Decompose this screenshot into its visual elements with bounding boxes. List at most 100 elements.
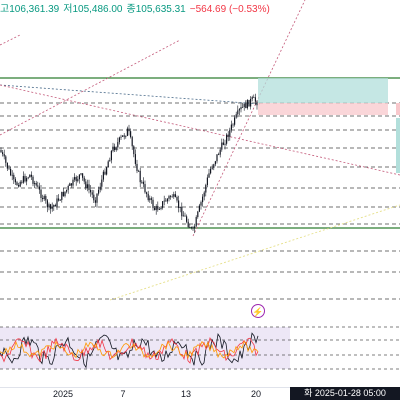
- candle-body: [141, 181, 143, 183]
- candle-body: [157, 206, 159, 210]
- candle-body: [195, 217, 197, 227]
- candle-body: [235, 114, 237, 118]
- trend-line[interactable]: [0, 84, 261, 105]
- candle-body: [226, 134, 228, 144]
- trend-line[interactable]: [109, 204, 400, 301]
- candle-body: [43, 196, 45, 200]
- candle-body: [66, 189, 68, 192]
- candle-body: [93, 194, 95, 201]
- candle-body: [144, 184, 146, 193]
- candle-body: [174, 194, 176, 198]
- candle-body: [83, 177, 85, 182]
- candle-body: [35, 183, 37, 186]
- candle-body: [69, 183, 71, 186]
- candle-body: [59, 199, 61, 201]
- candle-body: [122, 135, 124, 137]
- candle-body: [86, 184, 88, 188]
- candle-body: [3, 154, 5, 157]
- candle-body: [91, 192, 93, 195]
- candle-body: [163, 200, 165, 202]
- candle-body: [130, 131, 132, 138]
- candle-body: [160, 207, 162, 210]
- candle-body: [99, 186, 101, 190]
- crosshair-time-label: 화 2025-01-28 05:00: [290, 387, 400, 400]
- candle-body: [254, 97, 256, 102]
- candle-body: [125, 135, 127, 137]
- candle-body: [98, 189, 100, 194]
- price-chart[interactable]: [0, 0, 400, 387]
- candle-body: [242, 107, 244, 108]
- time-tick: 13: [180, 389, 192, 399]
- candle-body: [53, 205, 55, 207]
- candles: [0, 93, 258, 234]
- candle-body: [37, 185, 39, 187]
- candle-body: [178, 200, 180, 208]
- candle-body: [104, 171, 106, 175]
- lightning-icon[interactable]: ⚡: [251, 304, 265, 318]
- candle-body: [64, 191, 66, 197]
- trend-line[interactable]: [192, 0, 306, 237]
- oscillator-lines: [0, 332, 259, 369]
- candle-body: [6, 162, 8, 169]
- candle-body: [238, 109, 240, 111]
- candle-body: [206, 177, 208, 186]
- candle-body: [61, 191, 63, 200]
- candle-body: [149, 198, 151, 201]
- candle-body: [118, 137, 120, 143]
- candle-body: [80, 173, 82, 175]
- candle-body: [88, 184, 90, 190]
- candle-body: [82, 173, 84, 178]
- candle-body: [184, 215, 186, 217]
- candle-body: [110, 150, 112, 161]
- candle-body: [186, 216, 188, 222]
- candle-body: [200, 202, 202, 206]
- candle-body: [72, 179, 74, 186]
- candle-body: [147, 193, 149, 201]
- trend-line[interactable]: [0, 34, 21, 46]
- candle-body: [90, 189, 92, 193]
- candle-body: [5, 156, 7, 163]
- candle-body: [75, 177, 77, 182]
- candle-body: [30, 174, 32, 177]
- candle-body: [197, 211, 199, 218]
- candle-body: [237, 110, 239, 115]
- candle-body: [94, 200, 96, 203]
- candle-body: [181, 206, 183, 217]
- candle-body: [133, 146, 135, 155]
- candle-body: [8, 168, 10, 170]
- candle-body: [154, 207, 156, 211]
- candle-body: [194, 226, 196, 229]
- candle-body: [16, 182, 18, 186]
- trend-line[interactable]: [0, 84, 400, 176]
- candle-body: [78, 174, 80, 180]
- candle-body: [24, 176, 26, 182]
- candle-body: [67, 185, 69, 190]
- candle-body: [123, 135, 125, 137]
- candle-body: [173, 194, 175, 197]
- candle-body: [211, 167, 213, 169]
- candle-body: [192, 227, 194, 229]
- candle-body: [176, 197, 178, 201]
- candle-body: [120, 136, 122, 138]
- candle-body: [40, 189, 42, 198]
- candle-body: [166, 198, 168, 202]
- candle-body: [203, 192, 205, 197]
- candle-body: [205, 185, 207, 193]
- candle-body: [216, 154, 218, 162]
- target-zone[interactable]: [258, 78, 388, 103]
- trend-line[interactable]: [0, 39, 181, 136]
- candle-body: [168, 196, 170, 199]
- candle-body: [48, 204, 50, 208]
- stop-zone[interactable]: [258, 103, 388, 115]
- candle-body: [170, 196, 172, 197]
- candle-body: [218, 154, 220, 156]
- candle-body: [182, 215, 184, 217]
- candle-body: [128, 128, 130, 132]
- candle-body: [21, 181, 23, 183]
- oscillator-line: [0, 337, 259, 364]
- candle-body: [112, 146, 114, 151]
- candle-body: [29, 174, 31, 178]
- time-tick: 20: [250, 389, 262, 399]
- candle-body: [42, 197, 44, 200]
- candle-body: [171, 196, 173, 198]
